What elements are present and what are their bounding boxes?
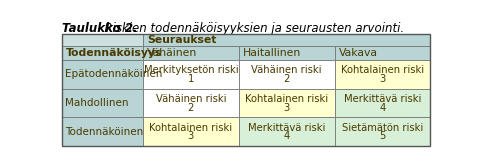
Text: Epätodennäköinen: Epätodennäköinen	[65, 69, 163, 79]
Bar	[61, 34, 143, 46]
Text: Riskien todennäköisyyksien ja seurausten arvointi.: Riskien todennäköisyyksien ja seurausten…	[97, 22, 404, 35]
Text: Mahdollinen: Mahdollinen	[65, 98, 129, 108]
Text: 1: 1	[188, 74, 194, 84]
Text: Seuraukset: Seuraukset	[147, 35, 216, 45]
Text: Kohtalainen riski: Kohtalainen riski	[245, 94, 328, 104]
Bar	[239, 89, 335, 118]
Text: Kohtalainen riski: Kohtalainen riski	[341, 65, 424, 76]
Text: 3: 3	[379, 74, 385, 84]
Text: Merkittävä riski: Merkittävä riski	[248, 123, 325, 133]
Bar	[239, 46, 335, 60]
Bar	[335, 46, 431, 60]
Bar	[143, 118, 239, 146]
Text: 3: 3	[188, 131, 194, 141]
Bar	[61, 118, 143, 146]
Bar	[335, 118, 431, 146]
Text: 3: 3	[284, 103, 290, 113]
Bar	[61, 34, 431, 146]
Text: Haitallinen: Haitallinen	[243, 48, 301, 58]
Bar	[335, 89, 431, 118]
Bar	[335, 60, 431, 89]
Text: 2: 2	[284, 74, 290, 84]
Bar	[61, 46, 143, 60]
Bar	[143, 34, 431, 46]
Bar	[143, 60, 239, 89]
Text: Vähäinen riski: Vähäinen riski	[252, 65, 322, 76]
Text: Merkittävä riski: Merkittävä riski	[344, 94, 421, 104]
Text: Todennäköinen: Todennäköinen	[65, 127, 144, 137]
Bar	[239, 60, 335, 89]
Bar	[143, 89, 239, 118]
Text: Taulukko 2.: Taulukko 2.	[62, 22, 138, 35]
Text: 4: 4	[284, 131, 290, 141]
Text: Sietämätön riski: Sietämätön riski	[342, 123, 423, 133]
Text: 5: 5	[379, 131, 386, 141]
Bar	[143, 46, 239, 60]
Text: 4: 4	[379, 103, 385, 113]
Text: Kohtalainen riski: Kohtalainen riski	[149, 123, 232, 133]
Text: Vakava: Vakava	[338, 48, 377, 58]
Text: 2: 2	[188, 103, 194, 113]
Text: Vähäinen riski: Vähäinen riski	[156, 94, 226, 104]
Text: Merkityksetön riski: Merkityksetön riski	[144, 65, 238, 76]
Bar	[239, 118, 335, 146]
Text: Todennäköisyys: Todennäköisyys	[65, 48, 162, 58]
Text: Vähäinen: Vähäinen	[147, 48, 197, 58]
Bar	[61, 89, 143, 118]
Bar	[61, 60, 143, 89]
